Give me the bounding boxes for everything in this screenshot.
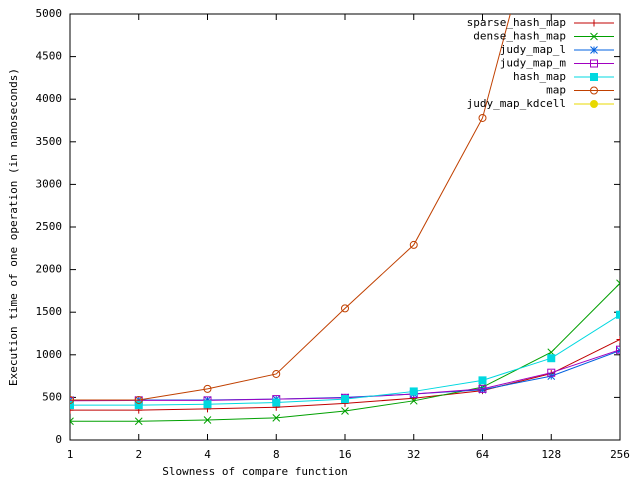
data-point <box>616 279 620 288</box>
y-tick-label: 5000 <box>36 7 63 20</box>
y-tick-label: 4500 <box>36 50 63 63</box>
y-tick-label: 1500 <box>36 305 63 318</box>
y-tick-label: 1000 <box>36 348 63 361</box>
data-point <box>272 398 281 407</box>
data-point <box>70 406 74 414</box>
y-tick-label: 2000 <box>36 263 63 276</box>
data-point <box>341 395 349 404</box>
data-point <box>616 345 620 354</box>
y-axis-label: Execution time of one operation (in nano… <box>7 68 20 386</box>
data-point <box>70 395 74 404</box>
data-point <box>478 113 487 122</box>
legend-marker <box>590 19 598 27</box>
x-tick-label: 8 <box>273 448 280 461</box>
legend-label: judy_map_kdcell <box>467 97 566 110</box>
series-line <box>70 14 511 401</box>
y-tick-label: 4000 <box>36 92 63 105</box>
legend-label: hash_map <box>513 70 566 83</box>
x-tick-label: 128 <box>541 448 561 461</box>
x-tick-label: 1 <box>67 448 74 461</box>
data-point <box>203 384 212 393</box>
data-point <box>616 335 620 343</box>
data-point <box>409 240 418 249</box>
data-point <box>134 401 143 410</box>
legend-label: map <box>546 84 566 97</box>
data-point <box>272 369 281 378</box>
series-line <box>70 314 620 406</box>
legend-marker <box>590 86 598 95</box>
x-tick-label: 2 <box>135 448 142 461</box>
legend-label: dense_hash_map <box>473 30 566 43</box>
data-point <box>272 413 281 422</box>
plot-area <box>70 14 620 426</box>
data-point <box>409 387 418 396</box>
x-tick-label: 256 <box>610 448 630 461</box>
data-point <box>70 401 74 410</box>
data-point <box>70 417 74 426</box>
legend-label: judy_map_m <box>500 57 567 70</box>
y-tick-label: 2500 <box>36 220 63 233</box>
data-point <box>547 354 556 363</box>
x-tick-label: 64 <box>476 448 490 461</box>
data-point <box>478 385 487 394</box>
data-point <box>478 384 487 393</box>
series-line <box>70 350 620 401</box>
x-tick-label: 16 <box>338 448 351 461</box>
x-tick-label: 32 <box>407 448 420 461</box>
legend-marker <box>590 46 598 54</box>
legend-marker <box>590 32 598 41</box>
data-point <box>478 376 487 385</box>
legend-marker <box>590 100 598 108</box>
series-line <box>70 349 620 402</box>
data-point <box>341 304 349 313</box>
x-axis-label: Slowness of compare function <box>162 465 347 478</box>
data-point <box>547 368 556 377</box>
legend-marker <box>590 59 598 68</box>
data-point <box>409 396 418 405</box>
data-point <box>616 310 620 319</box>
data-point <box>203 400 212 409</box>
x-tick-label: 4 <box>204 448 211 461</box>
data-point <box>134 417 143 426</box>
data-point <box>203 416 212 424</box>
y-tick-label: 3500 <box>36 135 63 148</box>
data-point <box>134 395 143 404</box>
y-tick-label: 3000 <box>36 177 63 190</box>
data-point <box>341 407 349 415</box>
legend-label: judy_map_l <box>500 43 566 56</box>
y-tick-label: 0 <box>55 433 62 446</box>
y-tick-label: 500 <box>42 390 62 403</box>
legend-label: sparse_hash_map <box>467 16 566 29</box>
legend-marker <box>590 73 598 81</box>
